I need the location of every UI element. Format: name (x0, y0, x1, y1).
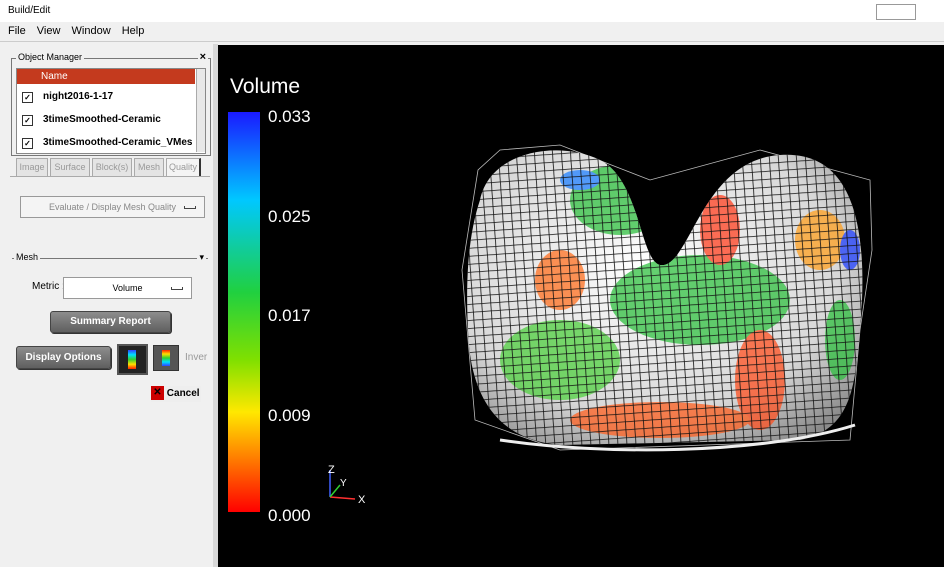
title-box (876, 4, 916, 20)
menu-item[interactable]: Window (72, 25, 111, 37)
tab[interactable]: Quality (166, 158, 201, 177)
menu-item[interactable]: File (8, 25, 26, 37)
metric-value: Volume (112, 283, 142, 293)
cancel-icon: ✕ (151, 386, 164, 400)
mesh-divider: Mesh ▾ (12, 258, 208, 259)
collapse-icon[interactable]: ▾ (197, 252, 206, 263)
checkbox[interactable]: ✓ (22, 138, 33, 149)
checkbox[interactable]: ✓ (22, 92, 33, 103)
colorbar-label: 0.000 (268, 506, 311, 525)
group-title: Object Manager (16, 52, 84, 62)
colorbar-label: 0.017 (268, 306, 311, 325)
metric-dropdown[interactable]: Volume (63, 277, 192, 299)
tab[interactable]: Image (16, 158, 48, 177)
cancel-button[interactable]: ✕ Cancel (151, 386, 201, 402)
checkbox[interactable]: ✓ (22, 115, 33, 126)
list-header[interactable]: Name (17, 69, 195, 84)
scrollbar[interactable] (196, 69, 205, 152)
display-options-button[interactable]: Display Options (16, 346, 111, 369)
viewport: Volume 0.033 0.025 0.017 0.009 0.000 Z Y… (218, 45, 944, 567)
colorbar-label: 0.009 (268, 406, 311, 425)
page: {"window": {"title": "Build/Edit"}, "men… (0, 0, 944, 567)
dropdown-text: Evaluate / Display Mesh Quality (49, 202, 176, 212)
colormap-icon[interactable] (117, 344, 148, 375)
task-dropdown[interactable]: Evaluate / Display Mesh Quality (20, 196, 205, 218)
invert-icon[interactable] (153, 345, 179, 371)
tab[interactable]: Block(s) (92, 158, 132, 177)
colorbar (228, 112, 260, 512)
object-name: 3timeSmoothed-Ceramic (43, 114, 161, 125)
cancel-text: Cancel (167, 388, 200, 399)
object-name: night2016-1-17 (43, 91, 113, 102)
quality-panel (10, 176, 210, 562)
colorbar-label: 0.033 (268, 107, 311, 126)
window-title: Build/Edit (8, 5, 50, 16)
object-row[interactable]: ✓ 3timeSmoothed-Ceramic_VMes (22, 137, 202, 153)
menu-item[interactable]: View (37, 25, 61, 37)
tab[interactable]: Mesh (134, 158, 164, 177)
menu-bar: File View Window Help (0, 22, 944, 42)
title-bar: Build/Edit (0, 0, 944, 22)
axis-label: X (358, 494, 366, 506)
colorbar-label: 0.025 (268, 207, 311, 226)
menu-item[interactable]: Help (122, 25, 145, 37)
close-icon[interactable]: × (198, 51, 208, 63)
axis-label: Z (328, 464, 335, 476)
axis-label: Y (340, 478, 347, 489)
invert-label: Inver (185, 352, 207, 363)
object-name: 3timeSmoothed-Ceramic_VMes (43, 137, 193, 148)
metric-label: Metric : (32, 281, 65, 292)
section-title: Mesh (14, 252, 40, 262)
tab[interactable]: Surface (50, 158, 90, 177)
summary-button[interactable]: Summary Report (50, 311, 171, 333)
object-row[interactable]: ✓ night2016-1-17 (22, 91, 202, 107)
column-header: Name (41, 71, 68, 82)
colorbar-title: Volume (230, 75, 300, 98)
object-row[interactable]: ✓ 3timeSmoothed-Ceramic (22, 114, 202, 130)
